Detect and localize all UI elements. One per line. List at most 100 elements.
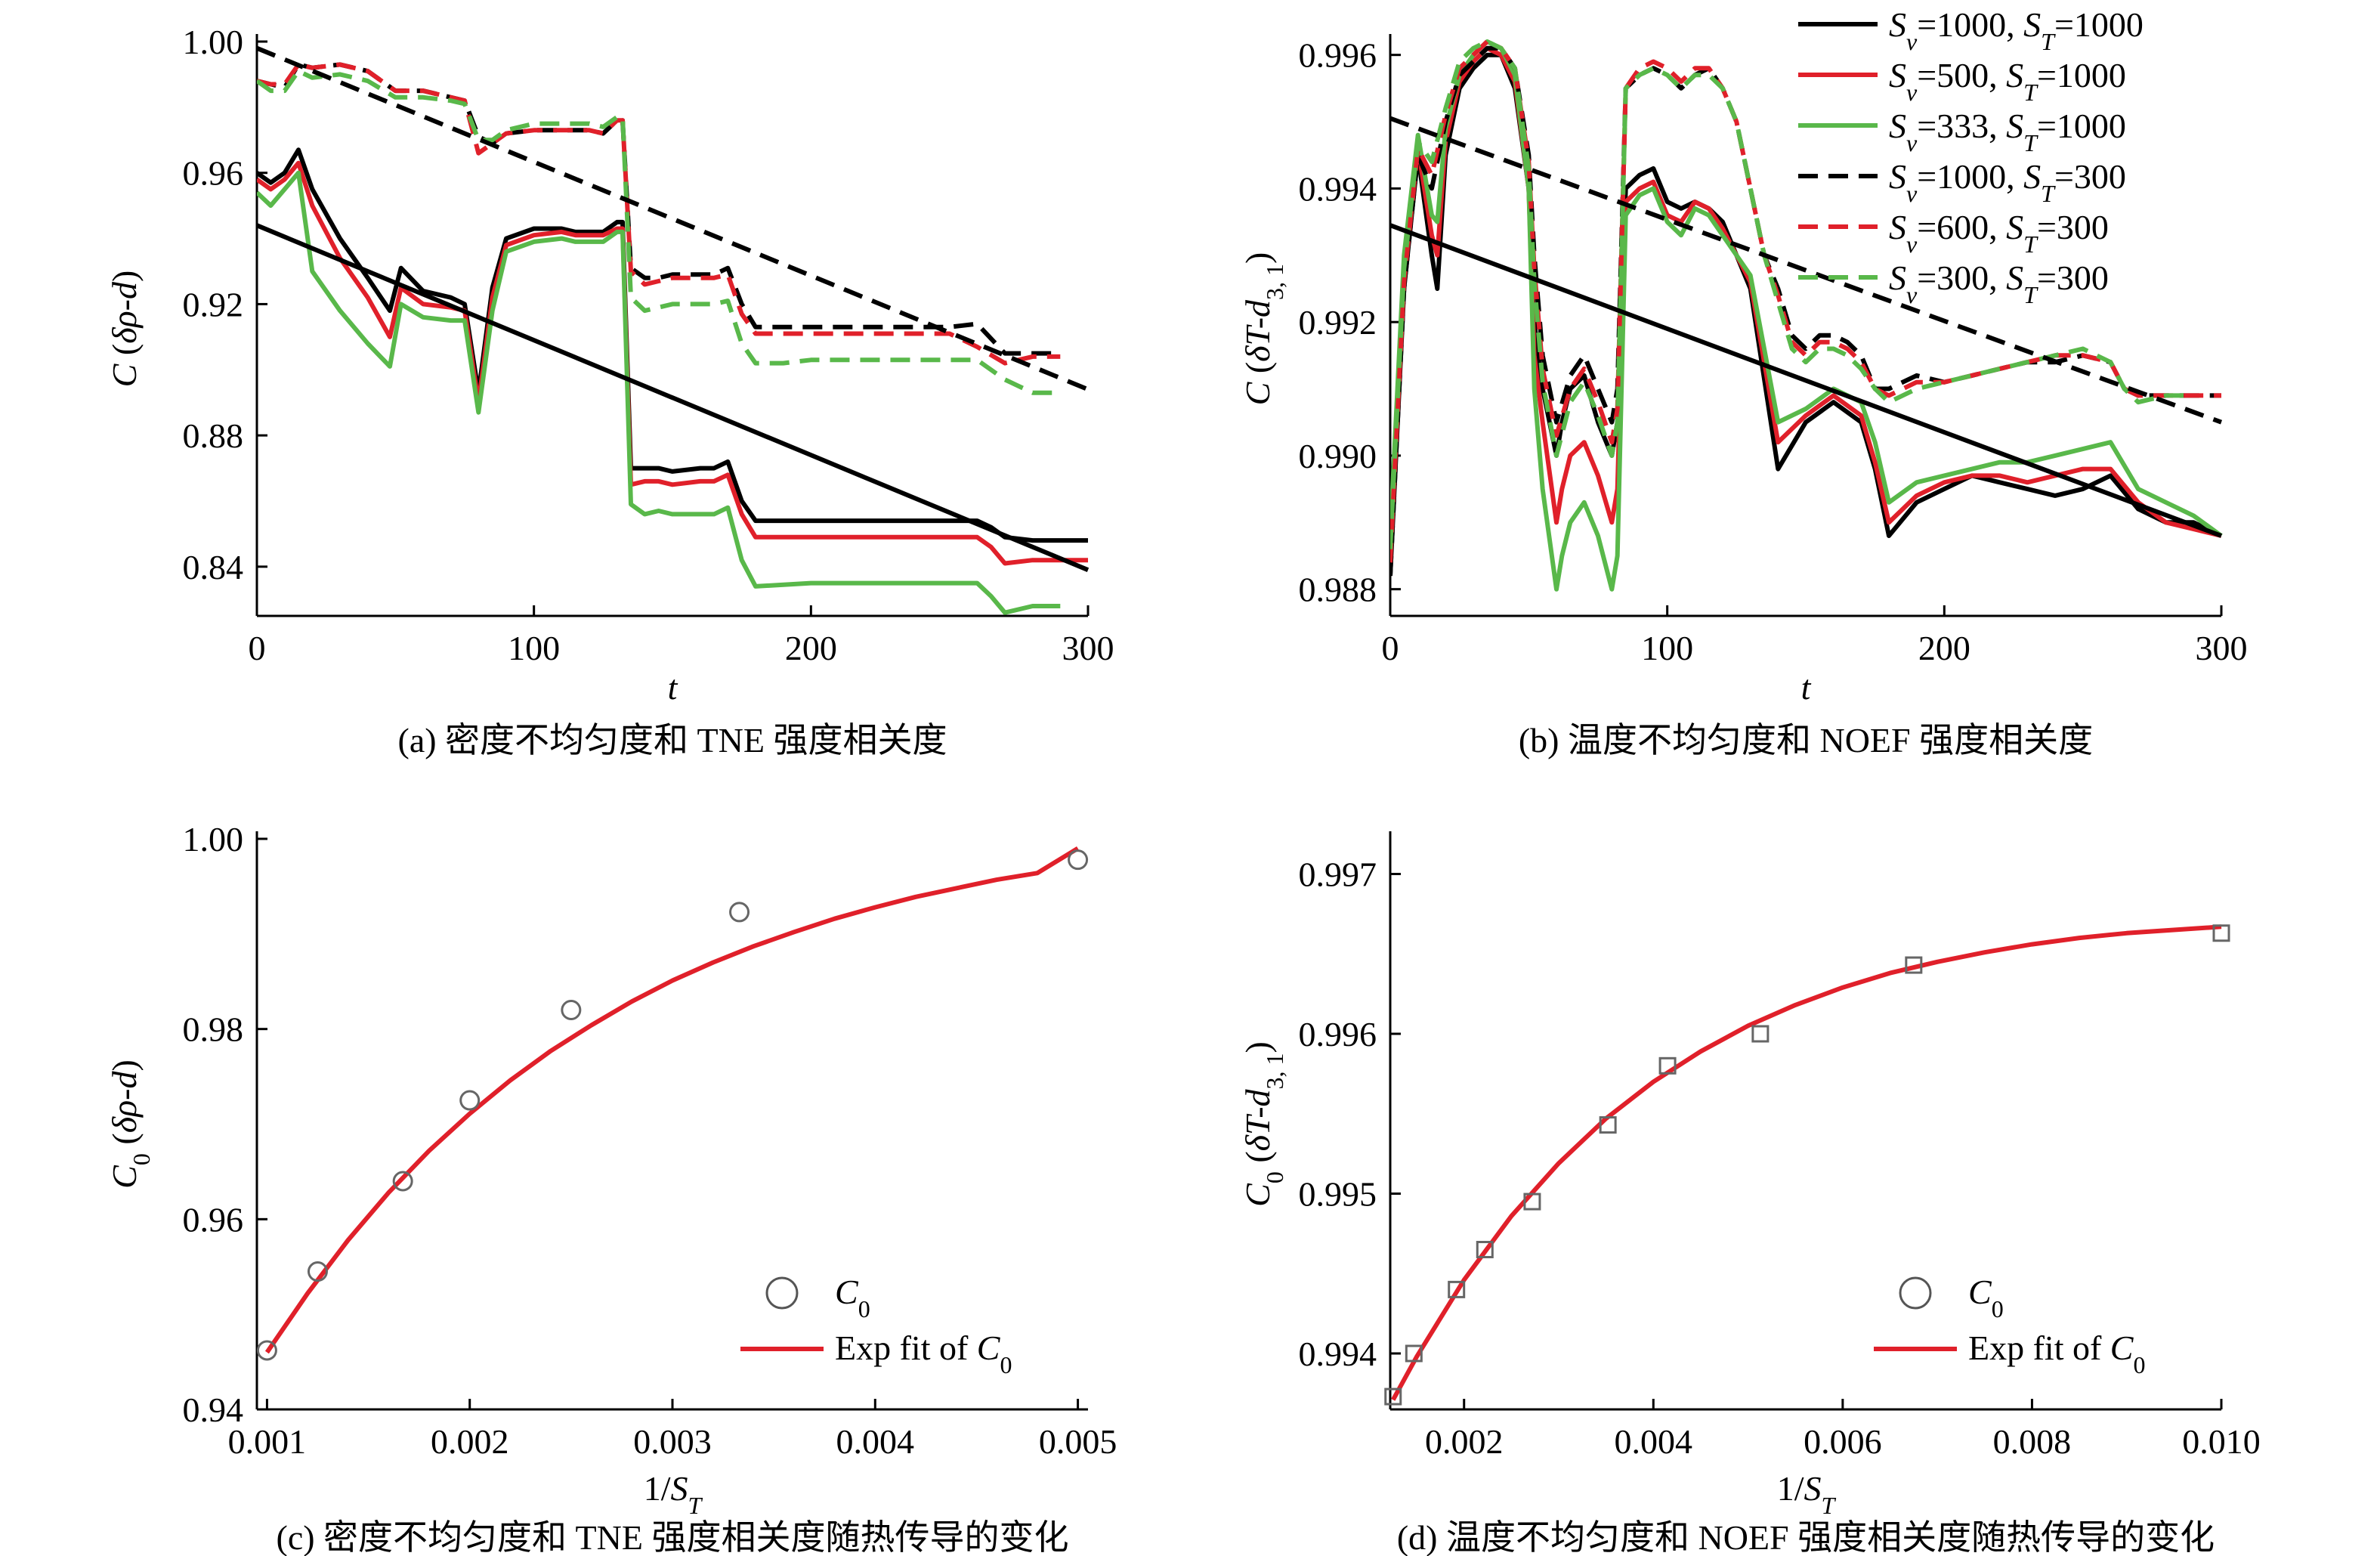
data-point-circle (392, 1171, 413, 1192)
x-tick-label: 200 (785, 629, 837, 667)
y-tick-label: 0.990 (1299, 437, 1377, 475)
y-tick-label: 0.997 (1299, 855, 1377, 894)
y-tick-label: 0.84 (183, 548, 244, 586)
data-point-circle (459, 1090, 481, 1111)
data-point-circle (256, 1340, 277, 1361)
x-tick-label: 0.005 (1039, 1422, 1117, 1461)
x-tick-label: 100 (508, 629, 560, 667)
series-line-0 (1390, 52, 2223, 577)
x-tick-label: 0.001 (228, 1422, 307, 1461)
data-point-square (1599, 1116, 1617, 1134)
panel-b: 0 100 200 300 0.988 0.990 0.992 0.994 0.996 t C (δ… (1238, 5, 2248, 759)
x-axis-label: t (668, 668, 678, 707)
y-axis-label: C0 (δρ-d) (105, 1060, 155, 1189)
y-tick-label: 0.994 (1299, 169, 1377, 208)
y-tick-label: 1.00 (183, 820, 244, 858)
series-line-4 (1390, 39, 2221, 563)
exp-fit-curve (1391, 924, 2222, 1401)
series-line-5 (257, 69, 1061, 395)
exp-fit-curve (264, 846, 1080, 1354)
x-tick-label: 300 (1062, 629, 1114, 667)
panel-a: 0 100 200 300 0.84 0.88 0.92 0.96 1.00 t C (δρ-d) (… (105, 23, 1114, 759)
plot-area (257, 45, 1090, 615)
legend-marker-circle (765, 1276, 799, 1310)
data-point-square (1448, 1280, 1466, 1298)
legend-entry-2: Sv=333, ST=1000 (1889, 107, 2126, 156)
legend-label-c0: C0 (835, 1273, 870, 1322)
y-tick-label: 0.995 (1299, 1174, 1377, 1213)
x-tick-label: 0.002 (431, 1422, 509, 1461)
x-tick-label: 200 (1918, 629, 1970, 667)
x-tick-label: 0.004 (1615, 1422, 1693, 1461)
data-point-circle (729, 902, 750, 923)
y-tick-label: 0.994 (1299, 1335, 1377, 1373)
panel-caption: (a) 密度不均匀度和 TNE 强度相关度 (398, 721, 947, 759)
y-tick-label: 0.88 (183, 416, 244, 455)
x-tick-label: 0.003 (633, 1422, 712, 1461)
x-tick-label: 0.008 (1993, 1422, 2072, 1461)
trend-line-6 (1390, 223, 2223, 538)
data-point-square (1523, 1193, 1541, 1211)
y-axis-label: C (δT-d3, 1) (1238, 252, 1288, 406)
panel-d: 0.002 0.004 0.006 0.008 0.010 0.994 0.995 0.996… (1238, 831, 2261, 1556)
y-tick-label: 0.992 (1299, 303, 1377, 342)
trend-line-7 (1390, 116, 2223, 425)
y-tick-label: 0.98 (183, 1010, 244, 1049)
panel-caption: (d) 温度不均匀度和 NOEF 强度相关度随热传导的变化 (1397, 1518, 2215, 1556)
legend-marker-circle (1899, 1276, 1932, 1310)
x-tick-label: 0.004 (836, 1422, 915, 1461)
legend-entry-1: Sv=500, ST=1000 (1889, 56, 2126, 106)
data-point-circle (307, 1261, 328, 1282)
data-point-square (1905, 956, 1923, 974)
legend-entry-0: Sv=1000, ST=1000 (1889, 5, 2144, 55)
y-tick-label: 0.96 (183, 154, 244, 193)
data-point-square (1658, 1056, 1677, 1075)
legend-entry-3: Sv=1000, ST=300 (1889, 157, 2126, 207)
legend-label-exp-fit: Exp fit of C0 (835, 1329, 1012, 1378)
trend-line-6 (257, 223, 1090, 572)
x-tick-label: 0 (1382, 629, 1399, 667)
x-tick-label: 0.002 (1425, 1422, 1504, 1461)
series-line-5 (1390, 39, 2194, 549)
x-axis-label: 1/ST (644, 1469, 703, 1519)
trend-line-7 (257, 45, 1090, 392)
y-tick-label: 1.00 (183, 23, 244, 61)
series-line-0 (257, 147, 1088, 543)
series-line-2 (257, 170, 1061, 615)
series-line-1 (257, 160, 1088, 566)
data-point-circle (1068, 849, 1089, 871)
y-tick-label: 0.996 (1299, 36, 1377, 75)
series-line-3 (257, 62, 1061, 356)
x-tick-label: 100 (1641, 629, 1693, 667)
data-point-square (1476, 1241, 1494, 1259)
legend-entry-4: Sv=600, ST=300 (1889, 208, 2109, 258)
data-point-square (1751, 1025, 1770, 1043)
y-tick-label: 0.94 (183, 1391, 244, 1429)
y-axis-label: C0 (δT-d3, 1) (1238, 1041, 1288, 1207)
x-tick-label: 0 (249, 629, 266, 667)
x-tick-label: 300 (2196, 629, 2248, 667)
panel-caption: (c) 密度不均匀度和 TNE 强度相关度随热传导的变化 (277, 1518, 1069, 1556)
data-point-circle (561, 1000, 582, 1020)
plot-area (264, 846, 1080, 1354)
plot-area (1391, 924, 2222, 1401)
series-line-4 (257, 62, 1061, 366)
x-axis-label: 1/ST (1777, 1469, 1837, 1519)
y-tick-label: 0.996 (1299, 1015, 1377, 1053)
panel-caption: (b) 温度不均匀度和 NOEF 强度相关度 (1519, 721, 2093, 759)
x-axis-label: t (1801, 668, 1812, 707)
data-point-square (2212, 924, 2230, 942)
legend-entry-5: Sv=300, ST=300 (1889, 258, 2109, 308)
y-tick-label: 0.988 (1299, 571, 1377, 609)
y-tick-label: 0.92 (183, 285, 244, 323)
y-tick-label: 0.96 (183, 1200, 244, 1239)
x-tick-label: 0.010 (2182, 1422, 2261, 1461)
data-point-square (1405, 1344, 1423, 1363)
data-point-square (1384, 1387, 1402, 1406)
y-axis-label: C (δρ-d) (105, 271, 144, 388)
panel-c: 0.001 0.002 0.003 0.004 0.005 0.94 0.96 0.98 1.0… (105, 820, 1117, 1556)
legend-label-c0: C0 (1968, 1273, 2004, 1322)
legend-label-exp-fit: Exp fit of C0 (1968, 1329, 2145, 1378)
x-tick-label: 0.006 (1804, 1422, 1882, 1461)
